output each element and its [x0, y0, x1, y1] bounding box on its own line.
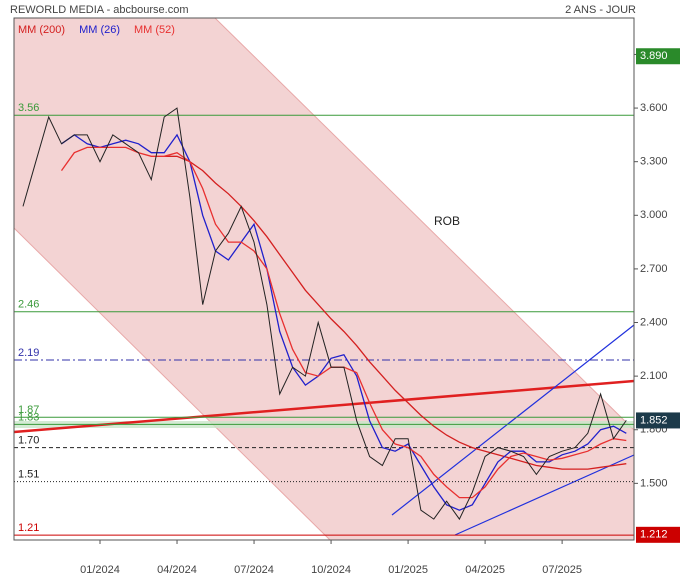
level-label: 1.87	[18, 404, 39, 416]
level-label: 2.46	[18, 299, 39, 311]
price-tag-label: 1.212	[640, 529, 668, 541]
x-tick-label: 07/2024	[234, 564, 274, 576]
y-tick-label: 2.100	[640, 370, 668, 382]
x-tick-label: 07/2025	[542, 564, 582, 576]
chart-title: REWORLD MEDIA - abcbourse.com	[10, 4, 189, 16]
y-tick-label: 2.700	[640, 263, 668, 275]
x-tick-label: 04/2024	[157, 564, 197, 576]
legend-entry: MM (200)	[18, 24, 65, 36]
level-label: 1.83	[18, 411, 39, 423]
trend-line	[454, 454, 635, 536]
price-tag-label: 3.890	[640, 50, 668, 62]
level-label: 1.21	[18, 522, 39, 534]
legend-entry: MM (52)	[134, 24, 175, 36]
x-tick-label: 01/2025	[388, 564, 428, 576]
trend-line	[13, 379, 635, 434]
price-tag	[636, 526, 680, 543]
x-tick-label: 04/2025	[465, 564, 505, 576]
chart-subtitle: 2 ANS - JOUR	[565, 4, 636, 16]
price-tag-label: 1.852	[640, 414, 668, 426]
annotation: ROB	[434, 214, 460, 228]
plot-frame	[13, 17, 635, 541]
level-label: 1.70	[18, 435, 39, 447]
price-tag	[636, 48, 680, 65]
y-tick-label: 3.600	[640, 102, 668, 114]
level-label: 3.56	[18, 102, 39, 114]
price-line	[22, 107, 627, 521]
price-tag	[636, 412, 680, 429]
level-label: 1.51	[18, 468, 39, 480]
y-tick-label: 3.300	[640, 156, 668, 168]
level-label: 2.19	[18, 347, 39, 359]
ma-line	[61, 133, 627, 511]
x-tick-label: 01/2024	[80, 564, 120, 576]
y-tick-label: 3.000	[640, 209, 668, 221]
legend-entry: MM (26)	[79, 24, 120, 36]
y-tick-label: 2.400	[640, 316, 668, 328]
x-tick-label: 10/2024	[311, 564, 351, 576]
y-tick-label: 1.500	[640, 477, 668, 489]
